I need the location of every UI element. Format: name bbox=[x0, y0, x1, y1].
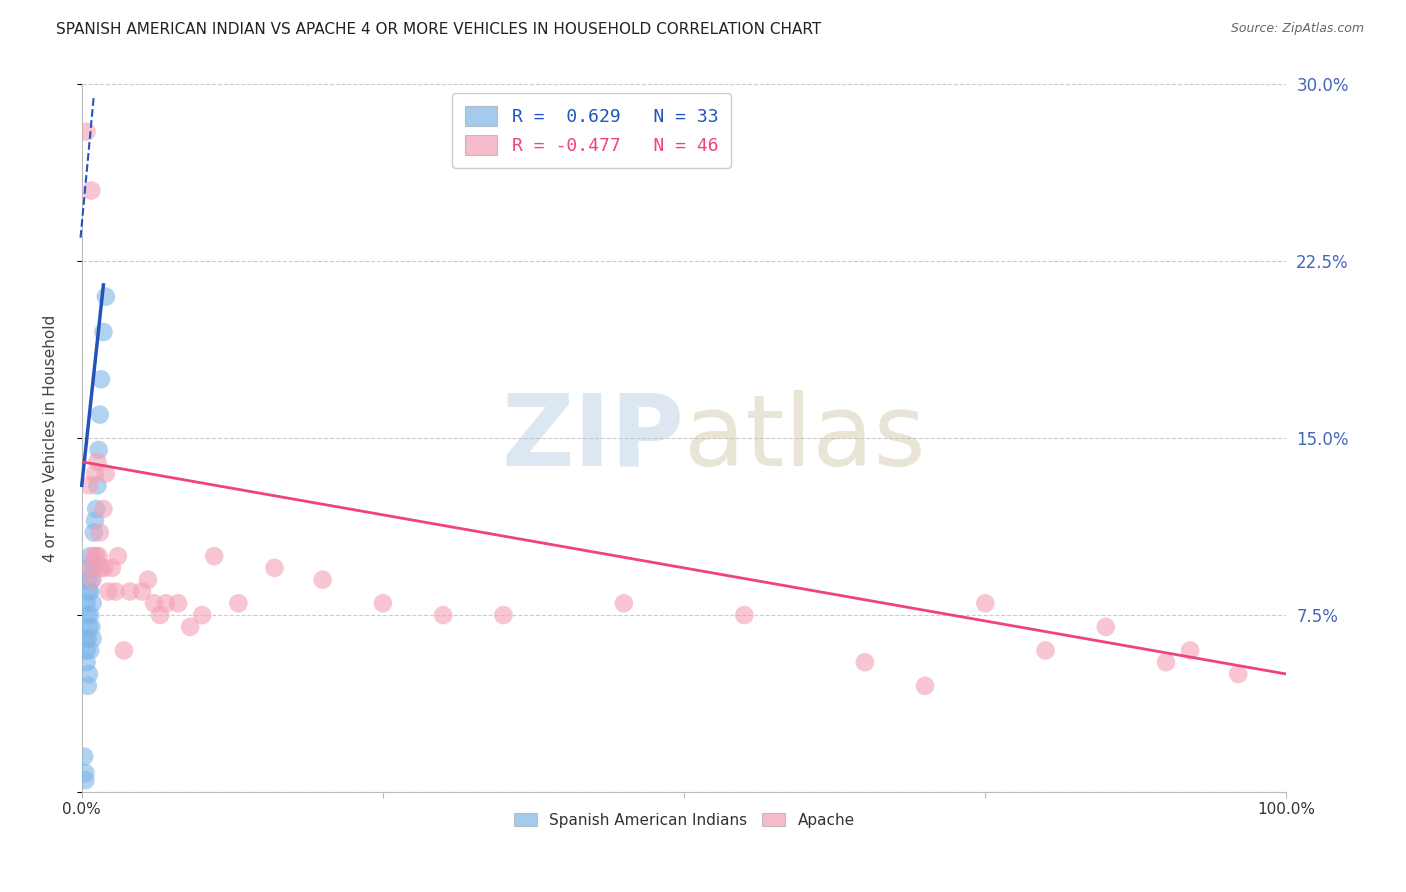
Point bbox=[94, 467, 117, 481]
Point bbox=[118, 584, 141, 599]
Point bbox=[143, 596, 166, 610]
Legend: Spanish American Indians, Apache: Spanish American Indians, Apache bbox=[508, 806, 860, 834]
Point bbox=[89, 525, 111, 540]
Point bbox=[87, 549, 110, 563]
Point bbox=[80, 184, 103, 198]
Text: SPANISH AMERICAN INDIAN VS APACHE 4 OR MORE VEHICLES IN HOUSEHOLD CORRELATION CH: SPANISH AMERICAN INDIAN VS APACHE 4 OR M… bbox=[56, 22, 821, 37]
Text: Source: ZipAtlas.com: Source: ZipAtlas.com bbox=[1230, 22, 1364, 36]
Point bbox=[77, 667, 100, 681]
Point bbox=[914, 679, 936, 693]
Point bbox=[93, 325, 115, 339]
Point bbox=[101, 561, 124, 575]
Point bbox=[82, 573, 104, 587]
Point bbox=[76, 125, 98, 139]
Point bbox=[191, 608, 214, 623]
Point bbox=[312, 573, 335, 587]
Point bbox=[76, 596, 98, 610]
Text: ZIP: ZIP bbox=[501, 390, 685, 487]
Point bbox=[73, 749, 96, 764]
Point bbox=[112, 643, 135, 657]
Point bbox=[1035, 643, 1057, 657]
Point bbox=[80, 573, 103, 587]
Point bbox=[853, 655, 876, 669]
Point bbox=[202, 549, 225, 563]
Point bbox=[371, 596, 394, 610]
Point bbox=[83, 561, 105, 575]
Point bbox=[167, 596, 190, 610]
Point bbox=[179, 620, 201, 634]
Point bbox=[84, 502, 107, 516]
Point bbox=[76, 655, 98, 669]
Point bbox=[76, 632, 98, 646]
Text: atlas: atlas bbox=[685, 390, 925, 487]
Point bbox=[76, 561, 98, 575]
Point bbox=[77, 478, 100, 492]
Point bbox=[613, 596, 636, 610]
Point bbox=[974, 596, 997, 610]
Point bbox=[82, 632, 104, 646]
Point bbox=[155, 596, 177, 610]
Point bbox=[1227, 667, 1250, 681]
Point bbox=[86, 478, 108, 492]
Point bbox=[79, 561, 101, 575]
Point bbox=[76, 632, 98, 646]
Point bbox=[84, 467, 107, 481]
Point bbox=[87, 442, 110, 457]
Point bbox=[104, 584, 127, 599]
Point bbox=[82, 596, 104, 610]
Point bbox=[228, 596, 250, 610]
Point bbox=[733, 608, 755, 623]
Point bbox=[136, 573, 159, 587]
Point bbox=[83, 525, 105, 540]
Point bbox=[77, 620, 100, 634]
Point bbox=[1094, 620, 1116, 634]
Point bbox=[263, 561, 285, 575]
Point bbox=[76, 643, 98, 657]
Point bbox=[93, 561, 115, 575]
Point bbox=[83, 549, 105, 563]
Point bbox=[131, 584, 153, 599]
Point bbox=[86, 455, 108, 469]
Point bbox=[90, 372, 112, 386]
Point bbox=[492, 608, 515, 623]
Point bbox=[76, 573, 98, 587]
Point bbox=[1154, 655, 1177, 669]
Point bbox=[79, 643, 101, 657]
Y-axis label: 4 or more Vehicles in Household: 4 or more Vehicles in Household bbox=[44, 315, 58, 562]
Point bbox=[432, 608, 454, 623]
Point bbox=[77, 584, 100, 599]
Point bbox=[84, 514, 107, 528]
Point bbox=[75, 766, 97, 780]
Point bbox=[149, 608, 172, 623]
Point bbox=[94, 290, 117, 304]
Point bbox=[76, 608, 98, 623]
Point bbox=[75, 773, 97, 788]
Point bbox=[107, 549, 129, 563]
Point bbox=[89, 408, 111, 422]
Point bbox=[76, 679, 98, 693]
Point bbox=[90, 561, 112, 575]
Point bbox=[80, 620, 103, 634]
Point bbox=[79, 549, 101, 563]
Point bbox=[79, 608, 101, 623]
Point bbox=[97, 584, 120, 599]
Point bbox=[93, 502, 115, 516]
Point bbox=[84, 549, 107, 563]
Point bbox=[79, 584, 101, 599]
Point bbox=[1178, 643, 1201, 657]
